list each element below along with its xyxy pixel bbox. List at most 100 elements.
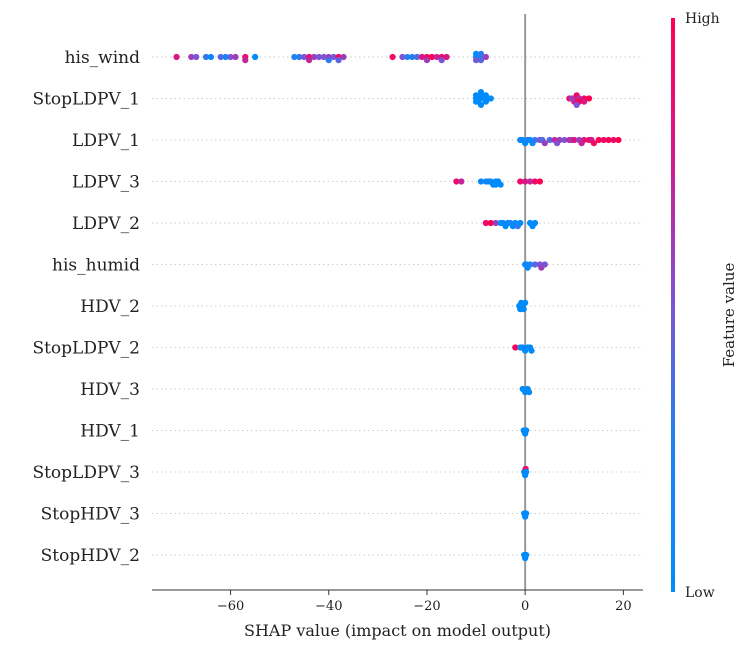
point-LDPV_3-0 xyxy=(453,178,460,185)
x-tick-label-1: −40 xyxy=(315,599,342,614)
feature-label-his_humid: his_humid xyxy=(52,256,140,276)
x-tick-label-0: −60 xyxy=(217,599,244,614)
point-his_wind-19 xyxy=(320,53,327,61)
point-his_wind-3 xyxy=(202,53,210,61)
point-his_wind-38 xyxy=(443,53,450,61)
point-his_wind-21 xyxy=(325,57,332,64)
point-his_wind-43 xyxy=(477,57,485,64)
point-his_wind-31 xyxy=(418,53,426,61)
point-his_wind-6 xyxy=(222,53,229,61)
point-StopLDPV_1-23 xyxy=(573,101,580,108)
feature-label-HDV_2: HDV_2 xyxy=(80,297,140,317)
point-LDPV_3-14 xyxy=(531,178,539,185)
point-LDPV_2-2 xyxy=(492,219,499,227)
point-his_wind-26 xyxy=(389,53,396,61)
point-his_wind-37 xyxy=(438,57,445,64)
point-LDPV_3-2 xyxy=(477,178,485,185)
point-LDPV_3-13 xyxy=(526,178,534,185)
point-LDPV_2-14 xyxy=(531,219,539,227)
feature-labels: his_wind StopLDPV_1 LDPV_1 LDPV_3 LDPV_2 his_… xyxy=(32,48,140,566)
point-StopLDPV_1-7 xyxy=(477,89,485,96)
point-HDV_2-4 xyxy=(520,306,527,313)
point-LDPV_1-28 xyxy=(615,136,622,144)
point-his_wind-12 xyxy=(291,53,298,61)
point-his_humid-4 xyxy=(531,261,539,268)
point-LDPV_2-0 xyxy=(482,219,489,227)
point-his_wind-28 xyxy=(404,53,411,61)
point-LDPV_1-27 xyxy=(610,136,617,144)
point-LDPV_3-12 xyxy=(522,178,529,185)
point-his_wind-4 xyxy=(207,53,215,61)
point-his_wind-14 xyxy=(301,53,308,61)
feature-label-HDV_3: HDV_3 xyxy=(80,380,140,400)
x-tick-label-4: 20 xyxy=(615,599,632,614)
point-LDPV_1-14 xyxy=(561,136,568,144)
point-LDPV_1-6 xyxy=(531,136,539,144)
point-LDPV_3-15 xyxy=(536,178,543,185)
point-StopLDPV_1-6 xyxy=(477,101,485,108)
point-his_wind-35 xyxy=(433,53,440,61)
point-LDPV_1-10 xyxy=(546,136,553,144)
point-his_wind-10 xyxy=(242,57,249,64)
feature-gridlines xyxy=(152,56,643,556)
point-StopHDV_2-2 xyxy=(523,551,530,559)
feature-label-his_wind: his_wind xyxy=(65,48,141,68)
point-LDPV_1-25 xyxy=(600,136,607,144)
point-LDPV_1-17 xyxy=(571,136,578,144)
point-his_wind-44 xyxy=(477,50,485,57)
point-LDPV_1-23 xyxy=(590,140,598,147)
feature-label-HDV_1: HDV_1 xyxy=(80,422,140,442)
point-his_wind-27 xyxy=(399,53,406,61)
point-his_wind-11 xyxy=(252,53,259,61)
point-his_wind-7 xyxy=(227,53,234,61)
point-his_wind-2 xyxy=(193,53,200,61)
feature-label-StopHDV_2: StopHDV_2 xyxy=(41,546,140,566)
point-his_wind-29 xyxy=(409,53,416,61)
point-his_wind-13 xyxy=(296,53,303,61)
point-LDPV_2-1 xyxy=(487,219,494,227)
point-StopLDPV_2-0 xyxy=(512,344,519,351)
point-his_wind-18 xyxy=(315,53,323,61)
point-LDPV_1-26 xyxy=(605,136,612,144)
colorbar-gradient xyxy=(671,18,675,592)
data-points xyxy=(173,50,622,562)
colorbar: High Low Feature value xyxy=(671,11,738,601)
point-HDV_1-2 xyxy=(523,427,530,434)
point-his_wind-34 xyxy=(428,53,435,61)
point-StopLDPV_1-21 xyxy=(585,95,593,102)
point-his_humid-3 xyxy=(526,261,534,268)
feature-label-StopLDPV_1: StopLDPV_1 xyxy=(32,90,140,110)
point-his_wind-41 xyxy=(472,50,480,57)
point-his_wind-45 xyxy=(482,53,489,61)
point-LDPV_3-10 xyxy=(497,181,504,188)
x-axis-ticks: −60 −40 −20 0 20 xyxy=(217,590,632,614)
point-his_wind-5 xyxy=(217,53,224,61)
point-LDPV_2-11 xyxy=(517,219,524,227)
feature-label-LDPV_2: LDPV_2 xyxy=(72,214,140,234)
feature-label-StopLDPV_3: StopLDPV_3 xyxy=(32,463,140,483)
point-StopLDPV_1-12 xyxy=(487,95,494,102)
point-his_wind-22 xyxy=(330,53,337,61)
point-his_wind-40 xyxy=(472,57,480,64)
point-StopHDV_3-2 xyxy=(523,510,530,517)
x-tick-label-2: −20 xyxy=(413,599,440,614)
point-LDPV_1-13 xyxy=(556,136,563,144)
point-his_wind-24 xyxy=(335,57,342,64)
colorbar-high-label: High xyxy=(685,11,720,27)
x-tick-label-3: 0 xyxy=(521,599,529,614)
point-LDPV_1-24 xyxy=(595,136,602,144)
point-LDPV_3-1 xyxy=(458,178,465,185)
feature-label-LDPV_3: LDPV_3 xyxy=(72,173,140,193)
point-his_wind-33 xyxy=(423,57,431,64)
point-his_humid-7 xyxy=(541,261,548,268)
point-StopLDPV_3-3 xyxy=(523,468,530,476)
point-his_wind-0 xyxy=(173,53,180,61)
colorbar-low-label: Low xyxy=(685,585,715,601)
point-HDV_3-3 xyxy=(525,389,533,396)
point-StopLDPV_1-20 xyxy=(580,98,588,105)
colorbar-title: Feature value xyxy=(720,263,738,368)
point-his_wind-25 xyxy=(340,53,347,61)
feature-label-StopHDV_3: StopHDV_3 xyxy=(41,505,140,525)
point-StopLDPV_2-6 xyxy=(528,347,535,354)
point-his_wind-16 xyxy=(306,57,313,64)
